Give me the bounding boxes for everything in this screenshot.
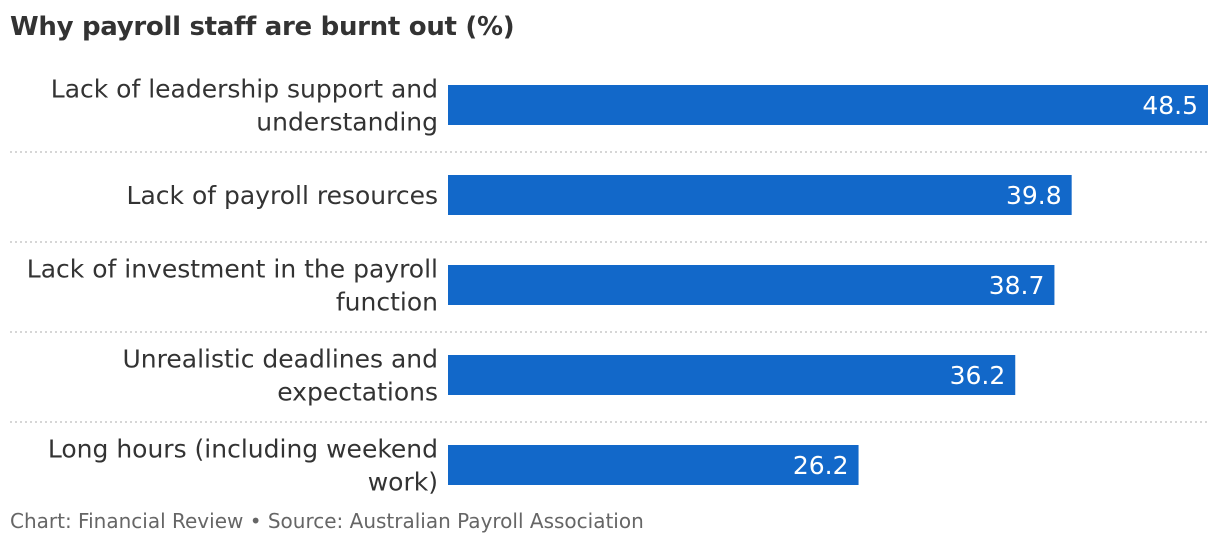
bar-row: Lack of leadership support and understand… [51,75,1208,137]
bar-row: Long hours (including weekend work) 26.2 [48,435,859,497]
bar [448,175,1072,215]
bar [448,355,1016,395]
value-label: 38.7 [989,271,1045,300]
value-label: 39.8 [1006,181,1062,210]
value-label: 26.2 [793,451,849,480]
bar-row: Lack of payroll resources 39.8 [127,175,1072,215]
category-label: Long hours (including weekend work) [48,435,438,497]
value-label: 48.5 [1142,91,1198,120]
category-label: Unrealistic deadlines and expectations [123,345,439,407]
value-label: 36.2 [950,361,1006,390]
category-label: Lack of leadership support and understand… [51,75,438,137]
chart-source: Chart: Financial Review • Source: Austra… [10,509,644,533]
bar [448,445,859,485]
bar-row: Unrealistic deadlines and expectations 36.… [123,345,1016,407]
bar [448,85,1208,125]
bar [448,265,1055,305]
bar-row: Lack of investment in the payroll functio… [27,255,1055,317]
category-label: Lack of investment in the payroll functio… [27,255,438,317]
chart-title: Why payroll staff are burnt out (%) [10,12,515,42]
category-label: Lack of payroll resources [127,181,438,210]
